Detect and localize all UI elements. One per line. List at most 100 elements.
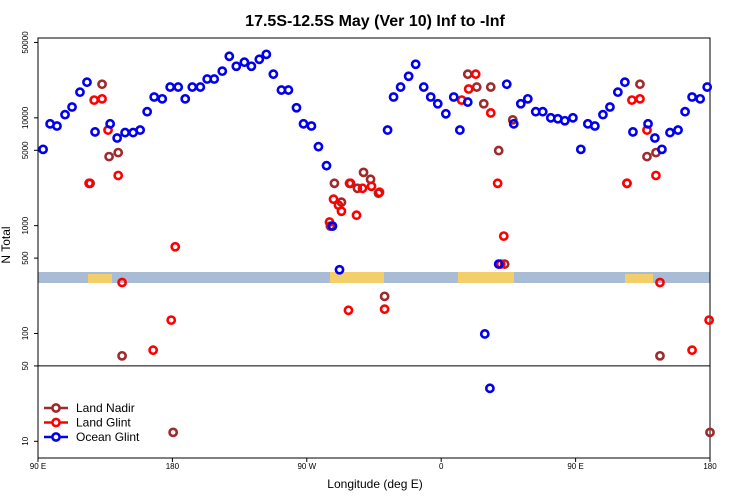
point [75, 87, 85, 98]
point [628, 127, 638, 137]
x-tick-label: 0 [439, 462, 444, 471]
point [327, 221, 338, 232]
point [148, 345, 159, 356]
point [687, 92, 697, 102]
point [478, 98, 489, 109]
point [440, 108, 451, 119]
point [298, 118, 309, 129]
point [575, 144, 586, 155]
point [704, 315, 715, 326]
point [515, 98, 526, 109]
point [657, 144, 667, 155]
point [345, 178, 356, 189]
point [680, 106, 690, 117]
x-tick-label: 90 W [297, 462, 316, 471]
point [410, 59, 421, 70]
point [655, 277, 665, 288]
point [492, 178, 503, 189]
point [501, 79, 512, 90]
point [328, 194, 339, 205]
point [493, 145, 504, 156]
point [89, 95, 100, 106]
point [254, 54, 265, 65]
point [82, 77, 92, 88]
x-axis-label: Longitude (deg E) [327, 477, 422, 491]
land-mask-strip [38, 272, 710, 283]
point [643, 118, 653, 129]
legend-marker [51, 417, 61, 428]
point [649, 133, 660, 143]
point [379, 304, 390, 315]
point [261, 49, 272, 60]
point [117, 277, 127, 288]
y-tick-label: 500 [21, 251, 30, 265]
point [306, 121, 317, 131]
point [403, 71, 414, 82]
point [619, 77, 630, 88]
point [67, 102, 77, 112]
point [702, 82, 713, 92]
legend-marker [51, 403, 61, 413]
y-tick-label: 50000 [21, 31, 30, 54]
point [224, 51, 235, 62]
y-tick-label: 1000 [21, 216, 30, 234]
point [418, 82, 429, 92]
point [635, 93, 645, 104]
point [351, 210, 362, 221]
point [336, 206, 347, 217]
point [568, 112, 578, 123]
x-tick-label: 90 E [567, 462, 583, 471]
point [97, 93, 107, 104]
point [655, 350, 665, 361]
point [382, 125, 393, 135]
point [498, 231, 509, 242]
point [432, 98, 443, 109]
point [52, 121, 62, 131]
point [479, 329, 490, 339]
point [170, 241, 181, 252]
point [117, 350, 127, 361]
point [612, 87, 623, 98]
point [165, 82, 176, 92]
point [343, 305, 354, 316]
point [651, 170, 661, 181]
point [283, 85, 294, 95]
y-tick-label: 10000 [21, 106, 30, 129]
point [120, 127, 130, 138]
point [246, 61, 257, 72]
point [559, 115, 570, 126]
point [357, 183, 368, 194]
point [157, 93, 168, 104]
point [358, 167, 369, 178]
point [352, 183, 363, 194]
point [217, 66, 228, 77]
point [462, 97, 473, 107]
point [142, 106, 153, 117]
point [187, 82, 198, 92]
point [291, 102, 302, 113]
point [231, 61, 242, 72]
point [168, 427, 179, 438]
point [90, 127, 100, 137]
point [166, 315, 177, 326]
point [180, 93, 191, 104]
point [379, 291, 390, 302]
point [605, 102, 615, 112]
legend-label: Ocean Glint [76, 430, 140, 444]
x-tick-label: 90 E [30, 462, 46, 471]
legend-marker [51, 432, 61, 442]
point [485, 82, 496, 92]
point [626, 95, 637, 106]
point [149, 92, 160, 102]
point [493, 259, 504, 269]
point [268, 69, 279, 80]
point [448, 92, 459, 102]
y-tick-label: 50 [21, 361, 30, 370]
point [313, 141, 324, 152]
x-tick-label: 180 [703, 462, 717, 471]
point [622, 178, 632, 189]
point [471, 82, 482, 92]
point [366, 181, 377, 192]
y-tick-label: 100 [21, 326, 30, 340]
